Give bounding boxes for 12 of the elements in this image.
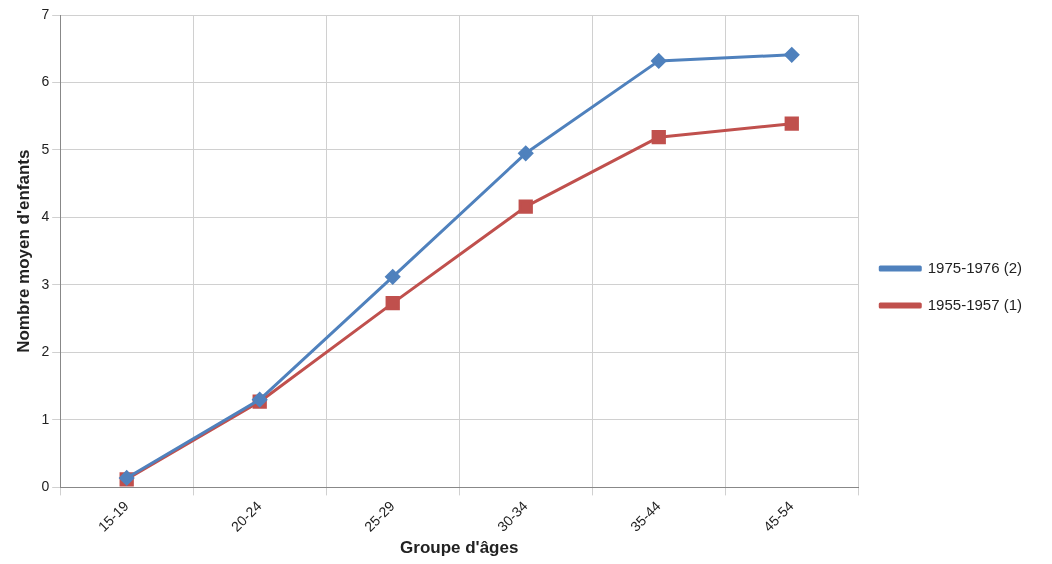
y-tick-label: 7: [41, 5, 50, 22]
legend-label: 1955-1957 (1): [927, 295, 1022, 313]
y-tick-label: 3: [41, 275, 50, 292]
x-axis-title: Groupe d'âges: [400, 538, 519, 558]
y-tick-label: 5: [41, 140, 50, 157]
y-tick-label: 2: [41, 343, 50, 360]
y-tick-label: 1: [41, 410, 50, 427]
y-tick-label: 0: [41, 478, 50, 495]
y-tick-label: 6: [41, 73, 50, 90]
y-tick-label: 4: [41, 208, 50, 225]
y-axis-title: Nombre moyen d'enfants: [13, 149, 33, 353]
legend-label: 1975-1976 (2): [927, 258, 1022, 276]
